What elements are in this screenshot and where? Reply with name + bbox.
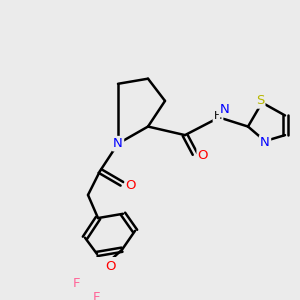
Text: O: O [126, 179, 136, 192]
Text: F: F [93, 291, 101, 300]
Text: N: N [260, 136, 270, 149]
Text: H: H [214, 111, 222, 121]
Text: F: F [73, 278, 81, 290]
Text: O: O [105, 260, 115, 273]
Text: S: S [256, 94, 264, 107]
Text: N: N [113, 137, 123, 150]
Text: N: N [220, 103, 230, 116]
Text: O: O [198, 149, 208, 162]
